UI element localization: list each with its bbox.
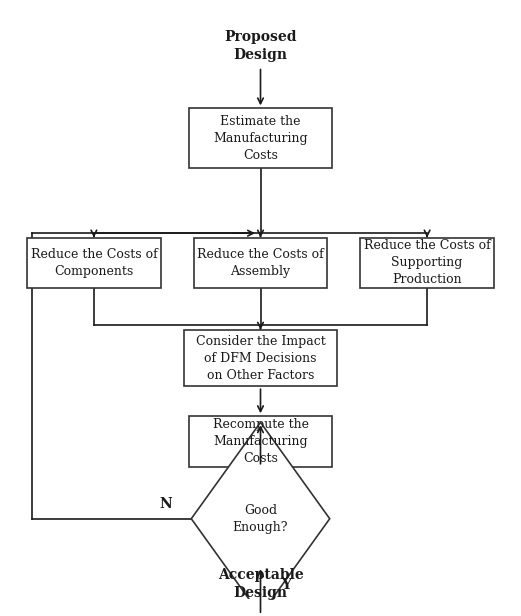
FancyBboxPatch shape	[27, 238, 160, 288]
FancyBboxPatch shape	[189, 416, 332, 467]
Text: Reduce the Costs of
Components: Reduce the Costs of Components	[31, 248, 157, 278]
Text: Consider the Impact
of DFM Decisions
on Other Factors: Consider the Impact of DFM Decisions on …	[195, 334, 326, 381]
Text: Proposed
Design: Proposed Design	[224, 30, 297, 62]
Text: Recompute the
Manufacturing
Costs: Recompute the Manufacturing Costs	[213, 418, 308, 465]
Polygon shape	[191, 423, 330, 615]
Text: N: N	[159, 497, 172, 511]
FancyBboxPatch shape	[183, 330, 338, 386]
Text: Acceptable
Design: Acceptable Design	[218, 568, 303, 601]
Text: Reduce the Costs of
Assembly: Reduce the Costs of Assembly	[197, 248, 324, 278]
Text: Reduce the Costs of
Supporting
Production: Reduce the Costs of Supporting Productio…	[364, 240, 490, 286]
FancyBboxPatch shape	[361, 238, 494, 288]
Text: Y: Y	[281, 578, 291, 592]
Text: Estimate the
Manufacturing
Costs: Estimate the Manufacturing Costs	[213, 115, 308, 161]
FancyBboxPatch shape	[189, 108, 332, 168]
FancyBboxPatch shape	[194, 238, 327, 288]
Text: Good
Enough?: Good Enough?	[233, 504, 288, 533]
